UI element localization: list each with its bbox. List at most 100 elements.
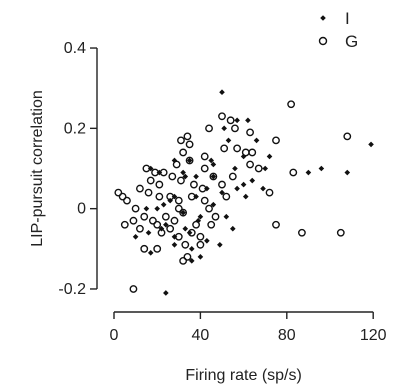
data-point-i [188, 258, 195, 264]
data-point-i [344, 169, 351, 176]
data-point-g [272, 220, 280, 229]
data-point-g [196, 232, 205, 241]
data-point-i [232, 165, 238, 172]
legend: IG [318, 9, 358, 51]
data-point-g [129, 216, 138, 225]
data-point-g [218, 180, 226, 189]
data-point-g [220, 144, 229, 153]
data-point-i [225, 137, 232, 144]
data-point-g [265, 188, 274, 197]
data-point-g [177, 136, 185, 145]
data-point-g [123, 196, 131, 205]
data-point-g [183, 132, 192, 141]
data-point-g [190, 180, 198, 189]
data-point-g [168, 172, 177, 181]
data-point-g [183, 252, 192, 261]
data-point-g [181, 240, 190, 249]
data-point-i [217, 241, 223, 248]
data-point-g [120, 220, 129, 229]
data-point-i [234, 117, 240, 124]
data-point-g [192, 220, 200, 229]
data-point-g [218, 112, 226, 121]
data-point-g [114, 188, 123, 197]
data-point-g [241, 148, 250, 157]
data-point-g [136, 184, 144, 193]
x-tick-label: 120 [360, 327, 387, 344]
data-point-i [180, 169, 186, 176]
data-point-g [209, 172, 218, 181]
data-point-g [200, 164, 209, 173]
data-point-g [231, 124, 239, 133]
x-axis-title: Firing rate (sp/s) [185, 367, 301, 384]
data-point-g [170, 216, 179, 225]
data-point-i [210, 161, 217, 168]
data-point-g [142, 164, 151, 173]
data-point-i [242, 193, 249, 200]
data-point-i [219, 189, 225, 196]
data-point-i [249, 177, 256, 184]
data-point-i [204, 237, 210, 244]
y-tick-label: 0 [77, 201, 86, 218]
y-tick-label: -0.2 [58, 281, 86, 298]
data-point-i [210, 201, 217, 208]
data-point-g [174, 232, 183, 241]
data-point-g [166, 224, 175, 233]
data-point-g [233, 144, 242, 153]
y-tick-label: 0.4 [64, 40, 86, 57]
data-point-i [240, 181, 247, 188]
data-point-g [118, 192, 127, 201]
data-point-g [222, 192, 231, 201]
data-point-i [368, 141, 374, 148]
legend-item-g: G [318, 32, 358, 51]
data-point-i [197, 213, 204, 220]
data-point-i [186, 157, 193, 164]
data-point-g [146, 176, 155, 185]
data-point-g [200, 152, 209, 161]
data-point-i [197, 254, 204, 260]
data-point-i [182, 173, 189, 180]
data-point-i [230, 225, 236, 232]
data-point-i [223, 213, 230, 220]
data-point-g [144, 188, 153, 197]
data-point-g [155, 192, 164, 201]
data-point-i [210, 173, 217, 180]
data-point-g [185, 156, 194, 165]
data-point-g [155, 180, 164, 189]
data-point-i [193, 173, 199, 180]
x-axis-ticks: 0 40 80 120 [110, 312, 387, 344]
data-point-i [143, 205, 150, 212]
data-point-i [262, 165, 268, 172]
data-point-i [145, 229, 152, 236]
data-point-g [298, 228, 306, 237]
data-point-g [177, 176, 185, 185]
data-point-g [129, 285, 138, 293]
data-point-g [336, 228, 345, 237]
data-point-g [148, 216, 157, 225]
x-tick-label: 0 [110, 327, 119, 344]
y-tick-label: 0.2 [64, 120, 86, 137]
data-point-i [163, 221, 169, 228]
data-point-i [147, 250, 154, 256]
data-point-i [253, 137, 260, 144]
data-point-g [254, 164, 263, 173]
x-tick-label: 80 [278, 327, 296, 344]
data-point-i [234, 185, 240, 192]
series-i [132, 89, 374, 296]
data-point-i [305, 169, 312, 176]
data-point-g [136, 224, 144, 233]
data-point-g [200, 196, 209, 205]
data-point-g [196, 240, 205, 249]
data-point-i [160, 201, 167, 208]
legend-item-i: I [320, 9, 350, 28]
data-point-g [179, 208, 188, 217]
series-g [114, 100, 352, 293]
data-point-g [287, 100, 296, 109]
data-point-g [161, 212, 170, 221]
data-point-i [245, 117, 251, 124]
legend-marker-g [318, 36, 328, 46]
data-point-g [174, 204, 183, 213]
data-point-g [226, 116, 235, 125]
plot-area: -0.2 0 0.2 0.4 0 40 80 120 [58, 40, 386, 344]
data-point-i [266, 153, 273, 160]
